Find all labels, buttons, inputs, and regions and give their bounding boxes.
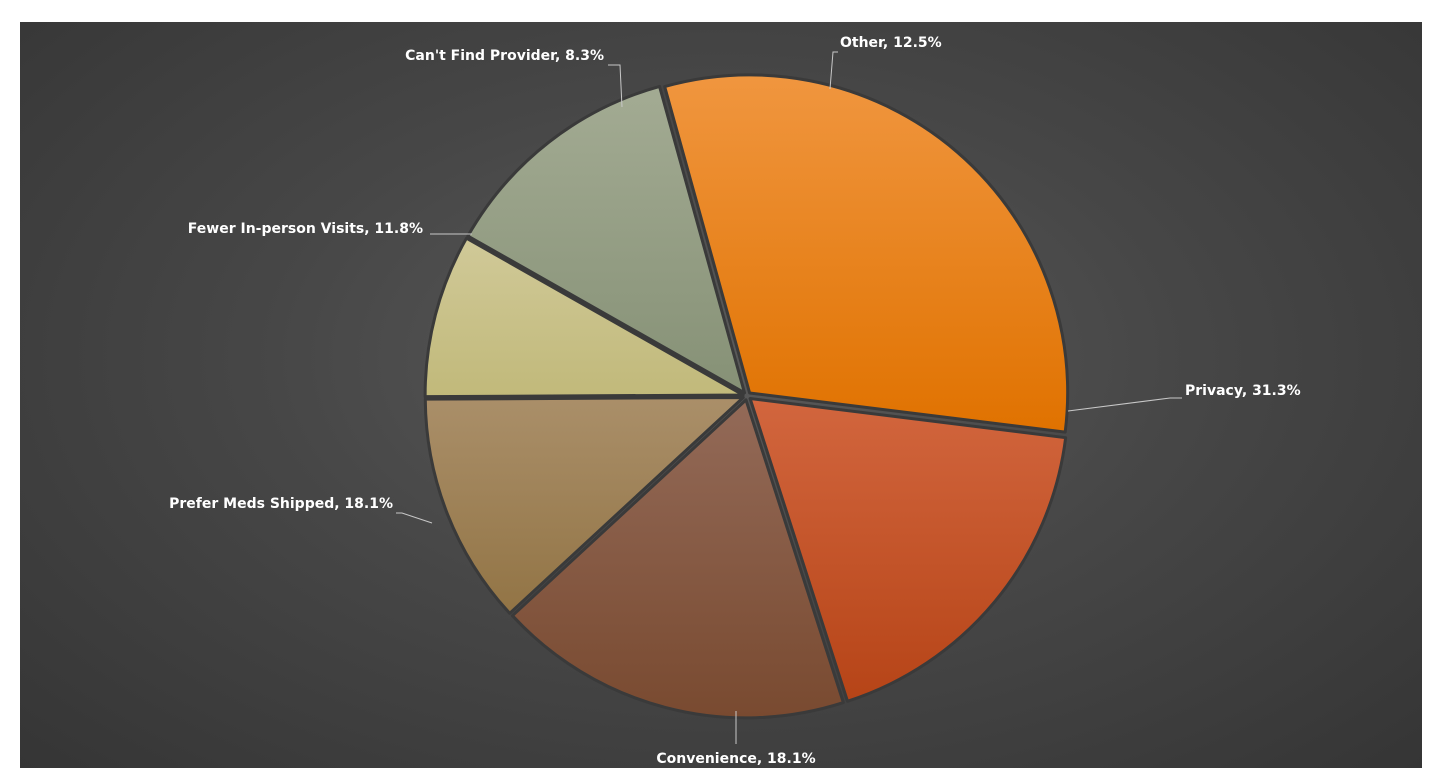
pie-slice-fewer-in-person-visits xyxy=(423,395,745,615)
leader-line xyxy=(396,512,433,524)
pie-slice-other xyxy=(466,84,747,395)
leader-line xyxy=(1067,397,1182,412)
data-label: Prefer Meds Shipped, 18.1% xyxy=(169,496,393,512)
pie-chart: Privacy, 31.3% Convenience, 18.1% Prefer M… xyxy=(169,35,1301,767)
pie-slice-can-t-find-provider xyxy=(423,236,745,399)
pie-slices xyxy=(423,73,1070,720)
chart-area: Privacy, 31.3% Convenience, 18.1% Prefer M… xyxy=(20,22,1422,768)
data-label: Can't Find Provider, 8.3% xyxy=(405,48,604,64)
leader-lines xyxy=(396,51,1182,744)
data-labels: Privacy, 31.3% Convenience, 18.1% Prefer M… xyxy=(169,35,1301,767)
leader-line xyxy=(829,51,838,90)
data-label: Convenience, 18.1% xyxy=(656,751,815,767)
data-label: Privacy, 31.3% xyxy=(1185,383,1301,399)
pie-slice-prefer-meds-shipped xyxy=(510,398,845,720)
data-label: Fewer In-person Visits, 11.8% xyxy=(188,221,423,237)
pie-slice-privacy xyxy=(663,73,1070,434)
data-label: Other, 12.5% xyxy=(840,35,942,51)
leader-line xyxy=(608,64,623,108)
pie-slice-convenience xyxy=(748,397,1068,703)
